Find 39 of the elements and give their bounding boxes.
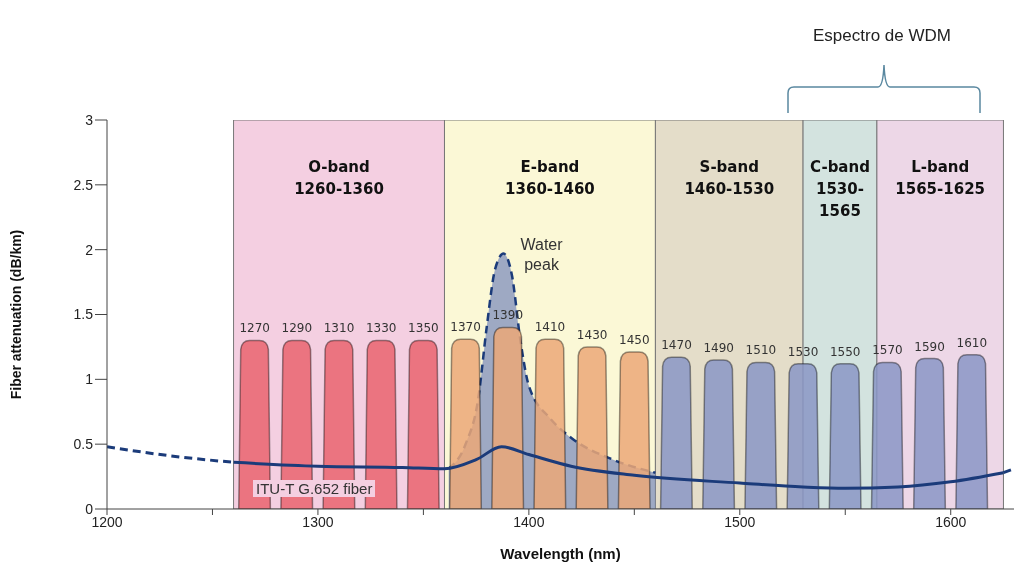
annotation: 1570 [872,343,903,358]
annotation: 1470 [661,338,692,353]
text: Espectro de WDM [813,26,951,46]
x-axis-title: Wavelength (nm) [500,545,621,562]
y-axis-title: Fiber attenuation (dB/km) [7,229,24,400]
annotation: 1270 [239,321,270,336]
band-label: S-band 1460-1530 [684,158,775,198]
annotation: 1490 [703,340,734,355]
annotation: 1410 [534,320,566,335]
y-tick-label: 3 [85,111,94,128]
x-tick-label: 1400 [513,513,545,530]
band-label: E-band 1360-1460 [505,158,595,198]
x-tick-label: 1200 [91,513,123,530]
y-tick-label: 1.5 [73,306,94,323]
annotation: 1430 [576,327,608,342]
y-tick-label: 0.5 [73,436,94,453]
annotation: 1530 [787,344,819,359]
y-tick-label: 0 [85,500,94,517]
x-tick-label: 1500 [724,513,756,530]
annotation: 1510 [745,343,777,358]
annotation: ITU-T G.652 fiber [253,480,376,497]
band-label: L-band 1565-1625 [895,158,986,198]
annotation: 1610 [956,335,988,350]
annotation: 1450 [619,333,650,348]
annotation: 1590 [914,339,945,354]
annotation: Water peak [520,235,564,273]
annotation: 1550 [829,344,861,359]
annotation: 1330 [365,321,397,336]
x-tick-label: 1300 [302,513,334,530]
band-label: C-band 1530-1565 [810,158,870,220]
y-tick-label: 2.5 [73,176,94,193]
annotation: 1290 [281,321,313,336]
annotation: 1310 [323,321,355,336]
y-tick-label: 2 [85,241,94,258]
x-tick-label: 1600 [935,513,967,530]
band-label: O-band 1260-1360 [294,158,384,198]
annotation: 1350 [408,321,439,336]
annotation: 1370 [450,320,481,335]
y-tick-label: 1 [85,371,94,388]
